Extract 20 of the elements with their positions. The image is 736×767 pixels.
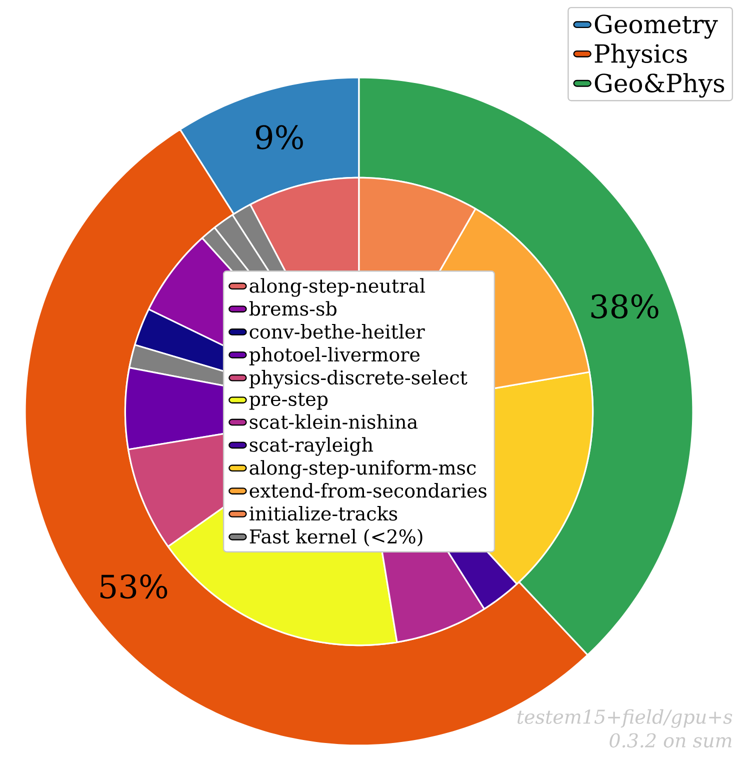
legend-label: Geometry [594,14,718,39]
legend-label: Physics [594,44,687,68]
text: 0.3.2 on sum [610,733,732,748]
legend-label: physics-discrete-select [249,370,468,389]
legend-label: along-step-uniform-msc [250,460,476,479]
legend-label: Fast kernel (<2%) [250,528,422,546]
legend-label: photoel-livermore [249,346,420,366]
legend-label: along-step-neutral [250,278,425,297]
data-label: 9% [256,125,303,150]
legend-label: conv-bethe-heitler [250,324,425,339]
text: testem15+field/gpu+s [517,709,732,728]
data-label: 53% [100,574,168,599]
legend-label: Geo&Phys [594,73,724,98]
legend-label: scat-rayleigh [250,437,374,456]
legend-label: initialize-tracks [250,506,398,521]
legend-label: scat-klein-nishina [250,414,418,429]
data-label: 38% [591,294,658,318]
legend-label: brems-sb [249,301,336,316]
legend-label: pre-step [249,392,328,410]
legend-label: extend-from-secondaries [250,483,486,498]
